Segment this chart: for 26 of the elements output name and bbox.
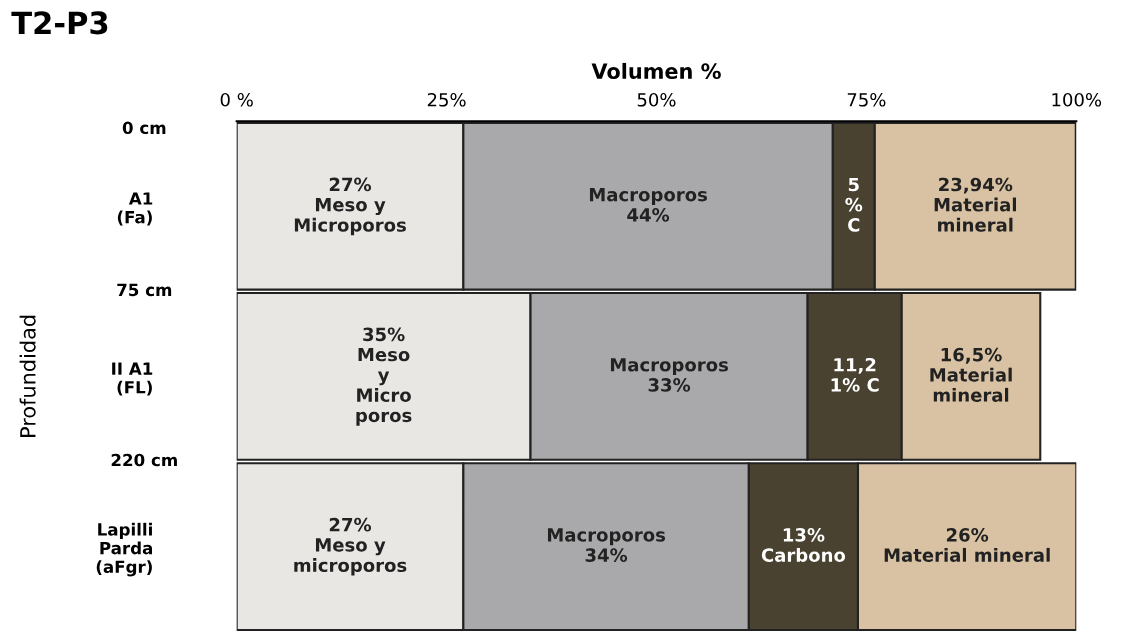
x-tick-label: 0 %	[220, 92, 253, 107]
data-label: Macroporos 44%	[589, 188, 707, 222]
data-label: 13% Carbono	[761, 528, 846, 562]
y-axis-title: Profundidad	[19, 315, 36, 437]
x-tick-label: 100%	[1052, 92, 1102, 107]
data-label: 26% Material mineral	[884, 528, 1050, 562]
data-label: 11,2 1% C	[831, 357, 879, 392]
y-tick-label: Lapilli Parda (aFgr)	[96, 522, 153, 577]
data-label: 35% Meso y Micro poros	[356, 327, 412, 426]
chart-title: T2-P3	[11, 11, 108, 35]
x-tick-label: 75%	[847, 92, 886, 107]
data-label: 27% Meso y microporos	[294, 517, 407, 576]
data-label: Macroporos 34%	[547, 528, 666, 562]
x-tick-label: 50%	[637, 92, 676, 107]
data-label: 5 % C	[845, 177, 863, 232]
x-tick-label: 25%	[427, 92, 466, 107]
y-tick-label: II A1 (FL)	[112, 362, 153, 396]
data-label: 16,5% Material mineral	[930, 347, 1012, 402]
text: 0 cm	[122, 121, 166, 135]
text: 220 cm	[111, 453, 177, 467]
data-label: 23,94% Material mineral	[934, 177, 1017, 232]
y-tick-label: A1 (Fa)	[117, 192, 153, 226]
x-axis-title: Volumen %	[591, 62, 721, 80]
data-label: 27% Meso y Microporos	[294, 177, 406, 236]
data-label: Macroporos 33%	[610, 358, 728, 392]
text: 75 cm	[117, 283, 172, 297]
